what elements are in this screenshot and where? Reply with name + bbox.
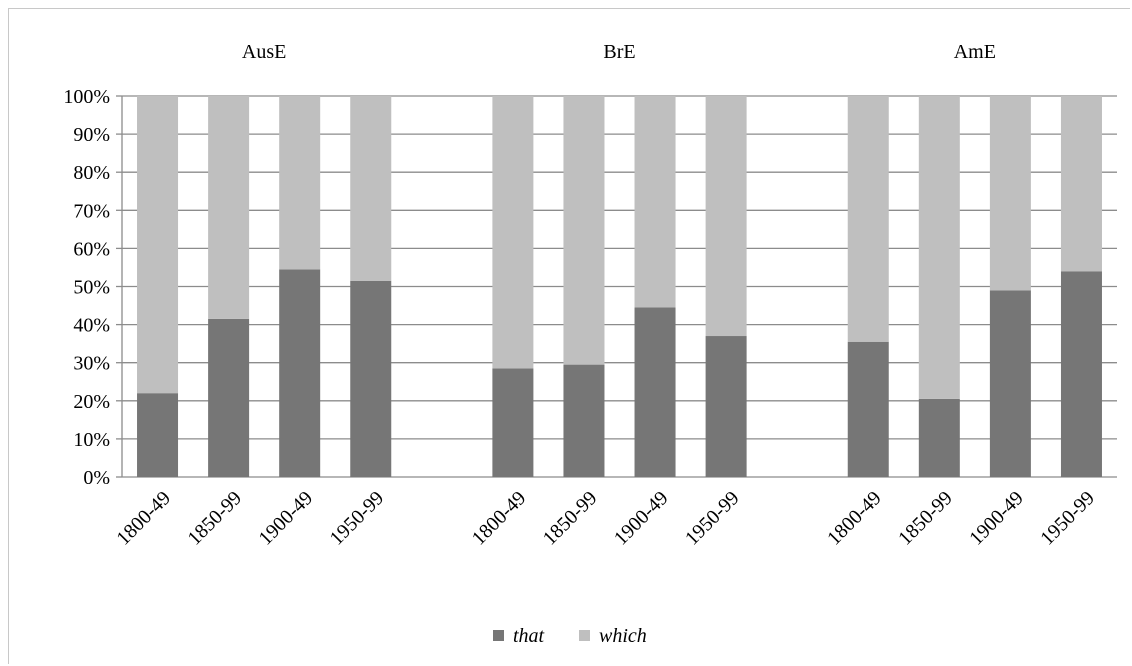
bars [137,96,1102,477]
bar-segment-that [1060,271,1102,477]
y-tick-label: 20% [73,391,110,413]
x-tick-label: 1900-49 [255,487,318,550]
chart-frame [8,8,1130,664]
bar-segment-that [208,318,250,477]
bar-segment-that [492,368,534,477]
legend: that which [493,625,647,647]
y-tick-label: 80% [73,162,110,184]
bar-segment-that [918,398,960,477]
y-tick-label: 70% [73,200,110,222]
y-tick-label: 40% [73,315,110,337]
bar-segment-which [1060,96,1102,272]
x-tick-label: 1950-99 [681,487,744,550]
x-tick-label: 1800-49 [112,487,175,550]
bar-segment-which [279,96,321,270]
y-tick-label: 50% [73,277,110,299]
bar-segment-which [847,96,889,342]
bar-segment-that [989,290,1031,477]
y-tick-label: 30% [73,353,110,375]
bar-segment-that [705,336,747,477]
bar-segment-which [918,96,960,399]
group-title: AmE [954,41,996,63]
bar-segment-which [492,96,534,369]
x-tick-label: 1850-99 [894,487,957,550]
legend-label-that: that [513,625,545,647]
y-tick-label: 10% [73,429,110,451]
y-tick-label: 0% [83,467,110,489]
legend-label-which: which [599,625,647,647]
bar-segment-which [208,96,250,319]
y-tick-label: 100% [63,86,110,108]
x-tick-label: 1850-99 [183,487,246,550]
bar-segment-that [847,341,889,477]
bar-segment-which [989,96,1031,291]
bar-segment-which [350,96,392,281]
x-tick-label: 1850-99 [539,487,602,550]
bar-segment-that [350,280,392,477]
bar-segment-which [563,96,605,365]
bar-segment-that [137,393,179,477]
bar-segment-which [137,96,179,394]
legend-swatch-which [579,630,590,641]
y-tick-label: 90% [73,124,110,146]
legend-swatch-that [493,630,504,641]
x-tick-label: 1800-49 [823,487,886,550]
bar-segment-that [634,307,676,477]
y-tick-label: 60% [73,238,110,260]
group-title: AusE [242,41,286,63]
x-tick-label: 1800-49 [468,487,531,550]
bar-segment-that [563,364,605,477]
x-tick-label: 1950-99 [326,487,389,550]
bar-segment-that [279,269,321,477]
x-tick-label: 1950-99 [1036,487,1099,550]
group-title: BrE [603,41,635,63]
bar-segment-which [634,96,676,308]
gridlines [122,95,1117,478]
x-tick-label: 1900-49 [965,487,1028,550]
bar-segment-which [705,96,747,337]
axes [116,95,123,478]
x-tick-label: 1900-49 [610,487,673,550]
